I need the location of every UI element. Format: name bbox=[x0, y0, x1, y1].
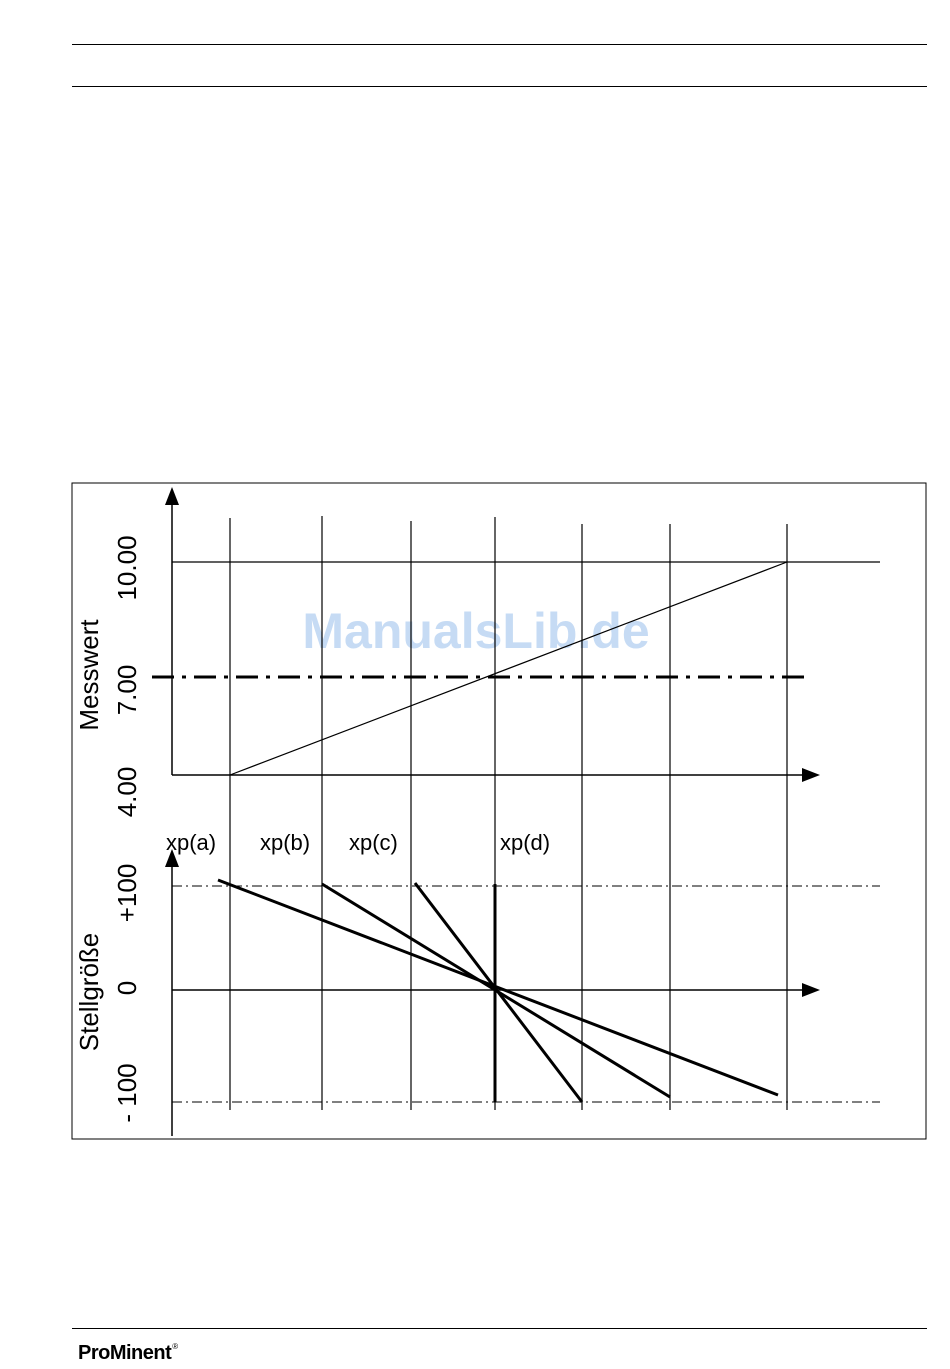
logo-text: ProMinent bbox=[78, 1342, 172, 1364]
xp-lines bbox=[217, 878, 779, 1103]
lower-axis-title: Stellgröße bbox=[74, 933, 104, 1052]
xp-label-b: xp(b) bbox=[260, 830, 310, 855]
measurement-ramp bbox=[229, 561, 788, 776]
footer-rule bbox=[72, 1328, 927, 1329]
upper-y-axis-arrow bbox=[165, 487, 179, 505]
upper-x-axis-arrow bbox=[802, 768, 820, 782]
watermark-text: ManualsLib.de bbox=[302, 603, 649, 659]
lower-tick-0: 0 bbox=[112, 981, 142, 995]
xp-label-c: xp(c) bbox=[349, 830, 398, 855]
lower-y-axis-arrow bbox=[165, 849, 179, 867]
lower-tick-minus-100: - 100 bbox=[112, 1063, 142, 1122]
upper-axis-title: Messwert bbox=[74, 619, 104, 731]
xp-line-c bbox=[413, 882, 584, 1103]
xp-label-d: xp(d) bbox=[500, 830, 550, 855]
upper-tick-10: 10.00 bbox=[112, 535, 142, 600]
lower-x-axis-arrow bbox=[802, 983, 820, 997]
header-rule-top bbox=[72, 44, 927, 45]
prominent-logo: ProMinent® bbox=[78, 1342, 178, 1365]
logo-registered-mark: ® bbox=[172, 1342, 178, 1351]
upper-tick-7: 7.00 bbox=[112, 665, 142, 716]
diagram-frame bbox=[71, 482, 927, 1140]
xp-line-a bbox=[217, 878, 779, 1097]
upper-tick-4: 4.00 bbox=[112, 767, 142, 818]
xp-label-a: xp(a) bbox=[166, 830, 216, 855]
lower-tick-plus-100: +100 bbox=[112, 864, 142, 923]
header-rule-bottom bbox=[72, 86, 927, 87]
